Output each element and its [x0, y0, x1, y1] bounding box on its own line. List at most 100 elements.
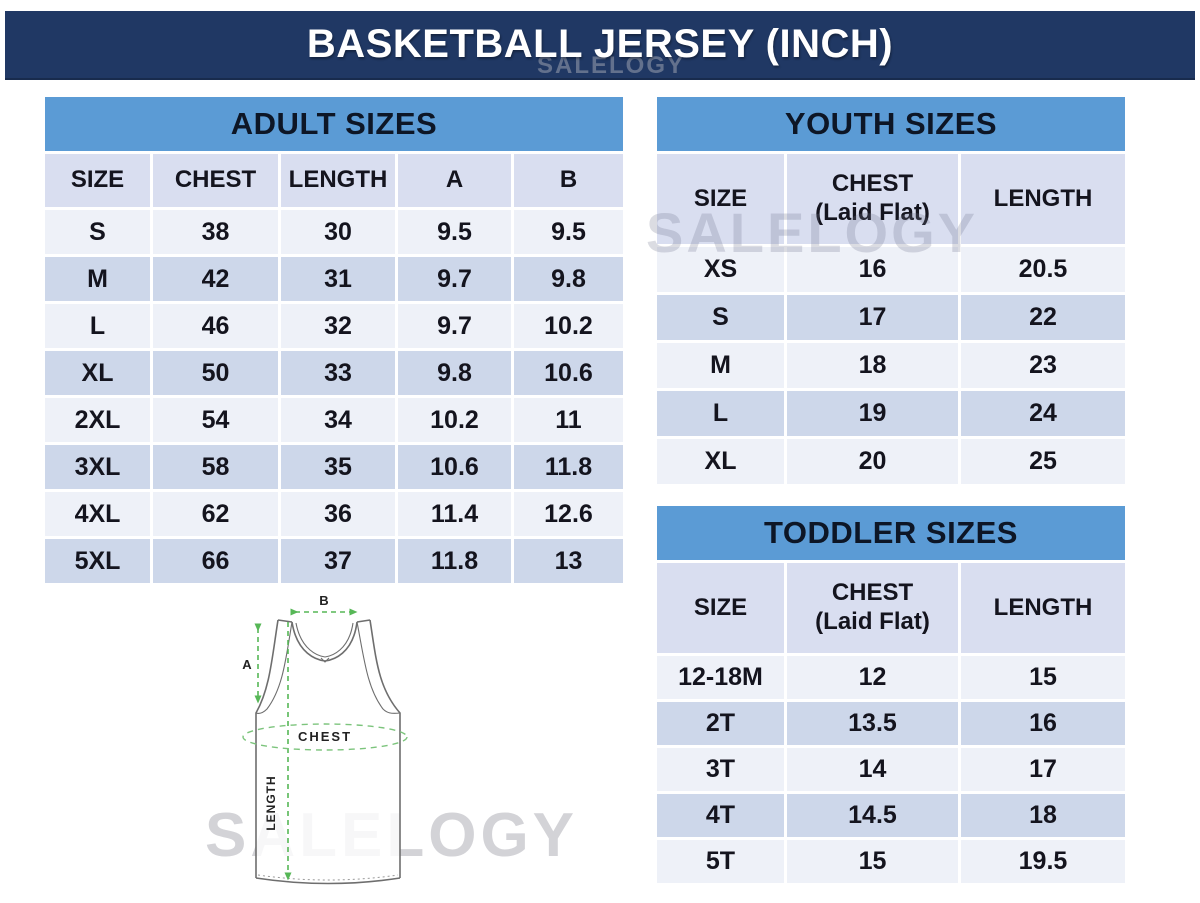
adult-sizes-table: ADULT SIZES SIZE CHEST LENGTH A B S 38 30 9.5 9.5… — [45, 97, 623, 583]
data-cell: 2XL — [45, 398, 150, 442]
data-cell: 16 — [787, 247, 958, 292]
youth-sizes-table: YOUTH SIZES SIZE CHEST (Laid Flat) LENGTH X… — [657, 97, 1125, 484]
jersey-outline — [255, 619, 401, 885]
data-cell: 13.5 — [787, 702, 958, 745]
data-cell: 2T — [657, 702, 784, 745]
data-cell: 34 — [281, 398, 395, 442]
data-cell: 15 — [961, 656, 1125, 699]
data-cell: 10.6 — [514, 351, 623, 395]
data-cell: 15 — [787, 840, 958, 883]
measurement-arrows — [254, 608, 358, 881]
data-cell: 9.5 — [398, 210, 511, 254]
label-b: B — [319, 593, 328, 608]
data-cell: 18 — [961, 794, 1125, 837]
data-cell: 54 — [153, 398, 278, 442]
data-cell: 13 — [514, 539, 623, 583]
toddler-sizes-table: TODDLER SIZES SIZE CHEST (Laid Flat) LENGT… — [657, 506, 1125, 883]
adult-sizes-grid: SIZE CHEST LENGTH A B S 38 30 9.5 9.5 M 42 31 9.7 9.8 L… — [45, 154, 623, 583]
data-cell: 22 — [961, 295, 1125, 340]
data-cell: M — [657, 343, 784, 388]
youth-sizes-grid: SIZE CHEST (Laid Flat) LENGTH XS 16 20.5 S 17 22… — [657, 154, 1125, 484]
column-header: CHEST (Laid Flat) — [787, 154, 958, 244]
data-cell: 35 — [281, 445, 395, 489]
data-cell: 10.2 — [398, 398, 511, 442]
label-length: LENGTH — [264, 775, 278, 830]
column-header: A — [398, 154, 511, 207]
data-cell: S — [657, 295, 784, 340]
data-cell: 9.7 — [398, 304, 511, 348]
data-cell: 30 — [281, 210, 395, 254]
adult-sizes-title: ADULT SIZES — [45, 97, 623, 151]
data-cell: 33 — [281, 351, 395, 395]
data-cell: 31 — [281, 257, 395, 301]
data-cell: 50 — [153, 351, 278, 395]
toddler-sizes-title: TODDLER SIZES — [657, 506, 1125, 560]
column-header: LENGTH — [961, 154, 1125, 244]
data-cell: 20 — [787, 439, 958, 484]
label-chest: CHEST — [298, 729, 352, 744]
toddler-sizes-grid: SIZE CHEST (Laid Flat) LENGTH 12-18M 12 15 2T 1… — [657, 563, 1125, 883]
data-cell: 12-18M — [657, 656, 784, 699]
data-cell: 17 — [787, 295, 958, 340]
watermark-youth-table: SALELOGY — [646, 201, 979, 264]
data-cell: 16 — [961, 702, 1125, 745]
data-cell: XL — [657, 439, 784, 484]
column-header: CHEST — [153, 154, 278, 207]
watermark-banner: SALELOGY — [537, 52, 686, 79]
data-cell: 4XL — [45, 492, 150, 536]
data-cell: 3T — [657, 748, 784, 791]
data-cell: S — [45, 210, 150, 254]
data-cell: 5T — [657, 840, 784, 883]
data-cell: 14 — [787, 748, 958, 791]
column-header: CHEST (Laid Flat) — [787, 563, 958, 653]
data-cell: 23 — [961, 343, 1125, 388]
data-cell: 17 — [961, 748, 1125, 791]
data-cell: 58 — [153, 445, 278, 489]
data-cell: 12.6 — [514, 492, 623, 536]
column-header: SIZE — [657, 154, 784, 244]
data-cell: 32 — [281, 304, 395, 348]
data-cell: 10.2 — [514, 304, 623, 348]
data-cell: 11 — [514, 398, 623, 442]
jersey-body — [256, 620, 400, 884]
data-cell: 42 — [153, 257, 278, 301]
chest-ellipse — [242, 723, 408, 751]
data-cell: 9.5 — [514, 210, 623, 254]
data-cell: 12 — [787, 656, 958, 699]
data-cell: XS — [657, 247, 784, 292]
data-cell: 14.5 — [787, 794, 958, 837]
data-cell: 5XL — [45, 539, 150, 583]
data-cell: 24 — [961, 391, 1125, 436]
title-banner: BASKETBALL JERSEY (INCH) — [5, 11, 1195, 80]
data-cell: L — [45, 304, 150, 348]
column-header: B — [514, 154, 623, 207]
column-header: LENGTH — [961, 563, 1125, 653]
data-cell: 19.5 — [961, 840, 1125, 883]
data-cell: M — [45, 257, 150, 301]
data-cell: 9.8 — [398, 351, 511, 395]
data-cell: 3XL — [45, 445, 150, 489]
data-cell: 66 — [153, 539, 278, 583]
jersey-measurement-diagram: B A CHEST LENGTH — [242, 593, 408, 885]
page-title: BASKETBALL JERSEY (INCH) — [306, 22, 894, 66]
data-cell: 10.6 — [398, 445, 511, 489]
hem-stitch-line — [257, 874, 399, 881]
data-cell: 46 — [153, 304, 278, 348]
data-cell: L — [657, 391, 784, 436]
column-header: SIZE — [657, 563, 784, 653]
data-cell: 9.8 — [514, 257, 623, 301]
data-cell: 25 — [961, 439, 1125, 484]
data-cell: 37 — [281, 539, 395, 583]
data-cell: 20.5 — [961, 247, 1125, 292]
label-a: A — [242, 657, 252, 672]
data-cell: 11.4 — [398, 492, 511, 536]
data-cell: 38 — [153, 210, 278, 254]
data-cell: XL — [45, 351, 150, 395]
data-cell: 19 — [787, 391, 958, 436]
data-cell: 62 — [153, 492, 278, 536]
data-cell: 18 — [787, 343, 958, 388]
column-header: LENGTH — [281, 154, 395, 207]
data-cell: 11.8 — [398, 539, 511, 583]
youth-sizes-title: YOUTH SIZES — [657, 97, 1125, 151]
data-cell: 11.8 — [514, 445, 623, 489]
